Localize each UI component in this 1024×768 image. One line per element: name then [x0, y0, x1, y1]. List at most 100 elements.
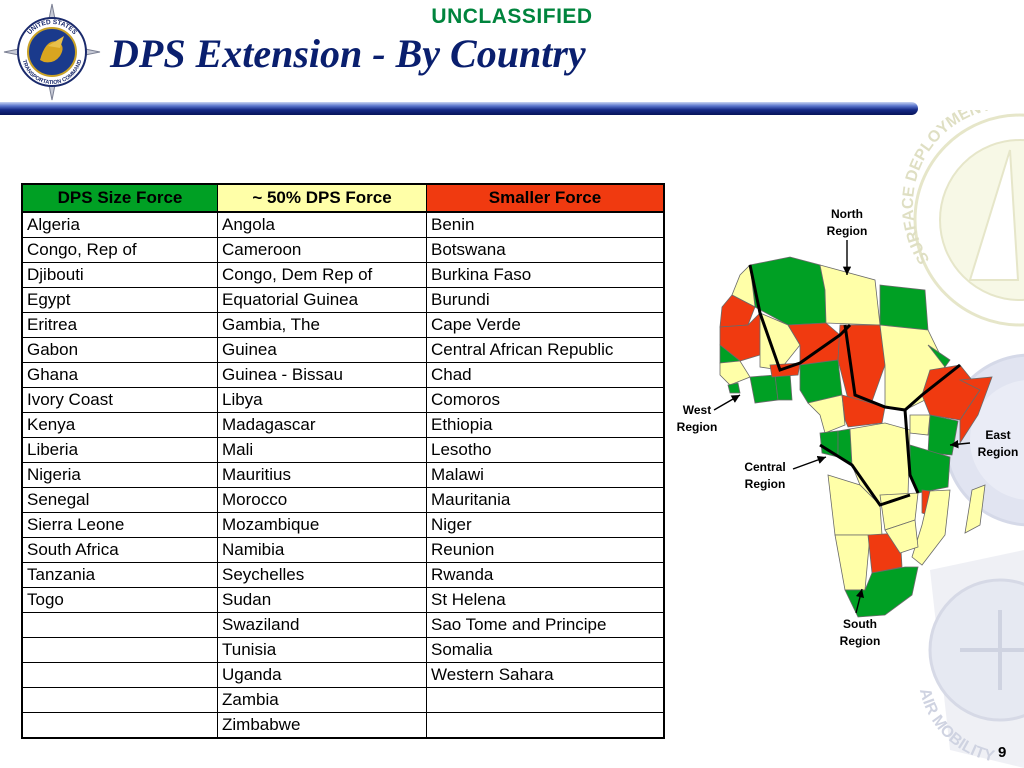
south-region-arrow — [855, 588, 865, 614]
table-header-row: DPS Size Force ~ 50% DPS Force Smaller F… — [21, 183, 665, 213]
cell-half-dps-force: Mauritius — [217, 462, 427, 488]
map-country-kenya — [927, 414, 959, 456]
cell-dps-size-force — [21, 687, 218, 713]
map-label-east-2: Region — [978, 445, 1019, 459]
cell-smaller-force: Ethiopia — [426, 412, 665, 438]
cell-half-dps-force: Sudan — [217, 587, 427, 613]
cell-dps-size-force: Ivory Coast — [21, 387, 218, 413]
cell-smaller-force: Somalia — [426, 637, 665, 663]
map-country-cameroon — [807, 394, 846, 434]
map-label-south-2: Region — [840, 634, 881, 648]
map-country-uganda — [909, 414, 931, 436]
map-country-ivory-coast — [749, 374, 779, 404]
table-row: Gabon Guinea Central African Republic — [21, 337, 665, 363]
cell-dps-size-force: Egypt — [21, 287, 218, 313]
cell-half-dps-force: Angola — [217, 211, 427, 238]
cell-dps-size-force: Ghana — [21, 362, 218, 388]
classification-banner: UNCLASSIFIED — [431, 5, 593, 28]
cell-smaller-force: Chad — [426, 362, 665, 388]
cell-half-dps-force: Namibia — [217, 537, 427, 563]
cell-smaller-force: Burundi — [426, 287, 665, 313]
cell-smaller-force: Niger — [426, 512, 665, 538]
table-row: Nigeria Mauritius Malawi — [21, 462, 665, 488]
africa-region-map: North Region West Region Central Region … — [677, 207, 1019, 648]
cell-half-dps-force: Gambia, The — [217, 312, 427, 338]
header-smaller-force: Smaller Force — [426, 183, 665, 213]
cell-dps-size-force: Congo, Rep of — [21, 237, 218, 263]
cell-half-dps-force: Uganda — [217, 662, 427, 688]
table-row: Ghana Guinea - Bissau Chad — [21, 362, 665, 388]
map-label-central-1: Central — [744, 460, 785, 474]
table-row: Senegal Morocco Mauritania — [21, 487, 665, 513]
cell-half-dps-force: Mozambique — [217, 512, 427, 538]
header-dps-size-force: DPS Size Force — [21, 183, 218, 213]
table-row: Zimbabwe — [21, 712, 665, 739]
cell-smaller-force: Botswana — [426, 237, 665, 263]
table-row: Sierra Leone Mozambique Niger — [21, 512, 665, 538]
map-country-angola — [827, 474, 883, 536]
cell-dps-size-force: Eritrea — [21, 312, 218, 338]
cell-dps-size-force: South Africa — [21, 537, 218, 563]
table-row: Zambia — [21, 687, 665, 713]
cell-half-dps-force: Mali — [217, 437, 427, 463]
cell-half-dps-force: Congo, Dem Rep of — [217, 262, 427, 288]
cell-half-dps-force: Zimbabwe — [217, 712, 427, 739]
cell-half-dps-force: Tunisia — [217, 637, 427, 663]
cell-dps-size-force: Nigeria — [21, 462, 218, 488]
cell-half-dps-force: Zambia — [217, 687, 427, 713]
table-row: Tunisia Somalia — [21, 637, 665, 663]
east-region-arrow — [949, 439, 971, 449]
map-country-mozambique — [911, 489, 951, 566]
cell-dps-size-force — [21, 612, 218, 638]
map-country-ghana — [774, 372, 793, 401]
ustranscom-seal-logo: UNITED STATES TRANSPORTATION COMMAND — [3, 3, 101, 101]
cell-smaller-force — [426, 712, 665, 739]
map-label-south-1: South — [843, 617, 877, 631]
cell-smaller-force: Lesotho — [426, 437, 665, 463]
map-country-eritrea — [927, 344, 951, 368]
amc-emblem-logo: AIR MOBILITY — [916, 550, 1024, 768]
cell-dps-size-force: Algeria — [21, 211, 218, 238]
cell-smaller-force: Western Sahara — [426, 662, 665, 688]
cell-dps-size-force — [21, 712, 218, 739]
central-region-arrow — [792, 455, 827, 470]
region-borders — [748, 264, 961, 507]
header-half-dps-force: ~ 50% DPS Force — [217, 183, 427, 213]
west-region-arrow — [713, 394, 741, 411]
table-row: Eritrea Gambia, The Cape Verde — [21, 312, 665, 338]
cell-dps-size-force: Kenya — [21, 412, 218, 438]
cell-half-dps-force: Madagascar — [217, 412, 427, 438]
table-row: Algeria Angola Benin — [21, 211, 665, 238]
cell-dps-size-force — [21, 662, 218, 688]
map-country-somalia — [958, 376, 993, 445]
map-label-north-2: Region — [827, 224, 868, 238]
map-country-zimbabwe — [884, 519, 919, 554]
map-label-east-1: East — [985, 428, 1010, 442]
cell-smaller-force: Sao Tome and Principe — [426, 612, 665, 638]
map-label-west-1: West — [683, 403, 711, 417]
title-underline-bar — [0, 102, 918, 115]
map-label-north-1: North — [831, 207, 863, 221]
cell-dps-size-force: Senegal — [21, 487, 218, 513]
map-country-namibia — [834, 534, 871, 591]
map-label-west-2: Region — [677, 420, 718, 434]
table-row: Djibouti Congo, Dem Rep of Burkina Faso — [21, 262, 665, 288]
table-row: Ivory Coast Libya Comoros — [21, 387, 665, 413]
map-country-egypt — [879, 284, 929, 331]
table-row: Egypt Equatorial Guinea Burundi — [21, 287, 665, 313]
cell-half-dps-force: Swaziland — [217, 612, 427, 638]
cell-smaller-force: Mauritania — [426, 487, 665, 513]
cell-smaller-force: Benin — [426, 211, 665, 238]
page-number: 9 — [998, 744, 1007, 761]
cell-smaller-force: Burkina Faso — [426, 262, 665, 288]
cell-dps-size-force: Djibouti — [21, 262, 218, 288]
cell-smaller-force: Malawi — [426, 462, 665, 488]
country-force-table: DPS Size Force ~ 50% DPS Force Smaller F… — [21, 183, 665, 739]
cell-smaller-force — [426, 687, 665, 713]
cell-dps-size-force: Togo — [21, 587, 218, 613]
cell-smaller-force: Central African Republic — [426, 337, 665, 363]
map-country-guinea — [719, 360, 751, 386]
map-country-libya — [819, 264, 881, 326]
cell-smaller-force: St Helena — [426, 587, 665, 613]
cell-dps-size-force: Gabon — [21, 337, 218, 363]
